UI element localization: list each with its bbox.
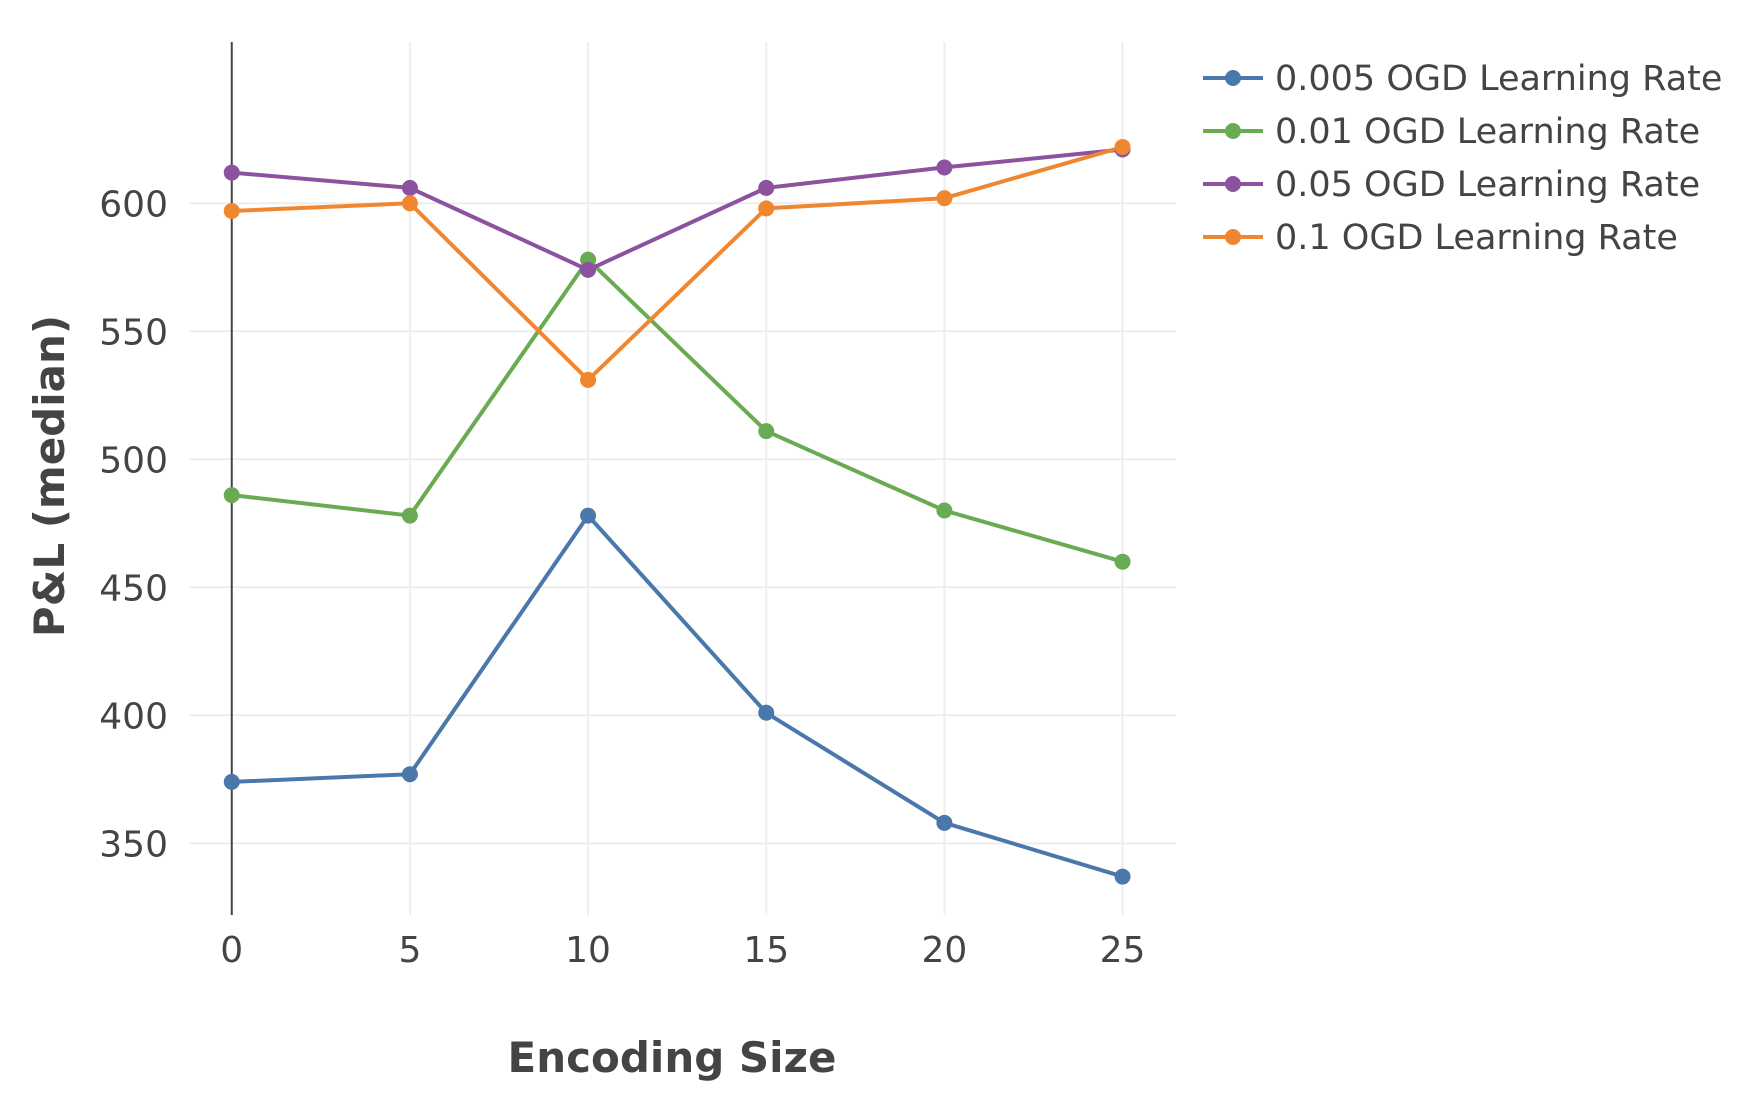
legend-label: 0.1 OGD Learning Rate <box>1275 218 1678 258</box>
series-points <box>223 138 1131 885</box>
x-tick-label: 0 <box>220 930 243 971</box>
legend-item-2[interactable]: 0.01 OGD Learning Rate <box>1203 112 1700 152</box>
y-tick-label: 400 <box>99 696 168 737</box>
data-point <box>1114 553 1131 570</box>
series-line-2 <box>231 257 1124 564</box>
legend-item-1[interactable]: 0.005 OGD Learning Rate <box>1203 59 1722 99</box>
data-point <box>223 202 240 219</box>
data-point <box>936 190 953 207</box>
data-point <box>936 159 953 176</box>
data-point <box>580 261 597 278</box>
data-point <box>758 179 775 196</box>
legend-marker-swatch <box>1225 176 1241 192</box>
x-tick-label: 15 <box>743 930 789 971</box>
legend-marker-swatch <box>1225 123 1241 139</box>
x-tick-label: 25 <box>1100 930 1146 971</box>
data-point <box>758 200 775 217</box>
data-point <box>580 507 597 524</box>
legend-label: 0.05 OGD Learning Rate <box>1275 165 1700 205</box>
legend-item-4[interactable]: 0.1 OGD Learning Rate <box>1203 218 1678 258</box>
data-point <box>223 487 240 504</box>
y-axis-title: P&L (median) <box>25 315 74 637</box>
y-tick-label: 550 <box>99 312 168 353</box>
series-lines <box>231 145 1124 879</box>
data-point <box>401 195 418 212</box>
series-line-1 <box>231 513 1124 879</box>
y-axis-ticks: 350 400 450 500 550 600 <box>99 184 168 865</box>
legend-label: 0.005 OGD Learning Rate <box>1275 59 1722 99</box>
y-tick-label: 500 <box>99 440 168 481</box>
y-tick-label: 450 <box>99 568 168 609</box>
legend-marker-swatch <box>1225 229 1241 245</box>
data-point <box>401 507 418 524</box>
data-point <box>936 814 953 831</box>
x-tick-label: 20 <box>921 930 967 971</box>
data-point <box>758 423 775 440</box>
legend-label: 0.01 OGD Learning Rate <box>1275 112 1700 152</box>
legend-item-3[interactable]: 0.05 OGD Learning Rate <box>1203 165 1700 205</box>
legend-marker-swatch <box>1225 70 1241 86</box>
series-line-3 <box>231 147 1123 272</box>
legend[interactable]: 0.005 OGD Learning Rate 0.01 OGD Learning… <box>1203 59 1722 258</box>
data-point <box>936 502 953 519</box>
x-axis-title: Encoding Size <box>508 1033 837 1082</box>
data-point <box>580 371 597 388</box>
data-point <box>223 773 240 790</box>
y-tick-label: 600 <box>99 184 168 225</box>
data-point <box>401 179 418 196</box>
data-point <box>1114 138 1131 155</box>
data-point <box>758 704 775 721</box>
x-tick-label: 5 <box>398 930 421 971</box>
x-tick-label: 10 <box>565 930 611 971</box>
data-point <box>1114 868 1131 885</box>
data-point <box>401 766 418 783</box>
x-axis-ticks: 0 5 10 15 20 25 <box>220 930 1145 971</box>
y-tick-label: 350 <box>99 824 168 865</box>
series-line-4 <box>231 145 1124 382</box>
data-point <box>223 164 240 181</box>
